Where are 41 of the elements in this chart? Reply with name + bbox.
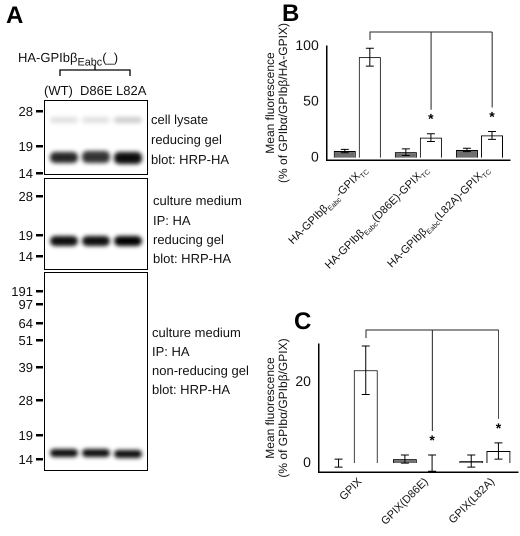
y-tick-label: 20	[295, 373, 312, 390]
text: culture medium	[152, 325, 241, 340]
annotation: *	[489, 108, 496, 124]
text: L82A	[116, 83, 146, 98]
annotation: *	[429, 432, 436, 448]
text: 28	[18, 393, 33, 408]
annotation: *	[428, 110, 434, 127]
y-tick-label: 100	[295, 36, 319, 53]
text: blot: HRP-HA	[151, 152, 230, 167]
text: 97	[18, 297, 33, 312]
text: reducing gel	[151, 132, 222, 147]
y-axis-title: Mean fluorescence (% of GPIbα/GPIbβ/GPIX)	[262, 338, 290, 478]
text: blot: HRP-HA	[152, 382, 230, 397]
text: 14	[18, 166, 33, 181]
text: non-reducing gel	[152, 363, 249, 378]
text: 28	[18, 189, 33, 204]
text: 51	[18, 333, 33, 348]
text: 64	[18, 316, 33, 331]
y-tick-label: 0	[303, 454, 312, 470]
text: 19	[18, 428, 33, 443]
chart-title: C	[294, 308, 312, 336]
text: 28	[18, 104, 33, 119]
text: (WT)	[44, 83, 73, 98]
text: IP: HA	[153, 213, 191, 228]
text: IP: HA	[152, 344, 190, 359]
text: cell lysate	[151, 112, 208, 127]
y-tick-label: 50	[303, 92, 319, 109]
text: 39	[18, 360, 33, 375]
text: A	[6, 2, 24, 30]
text: blot: HRP-HA	[153, 251, 232, 266]
y-tick-label: 0	[310, 148, 319, 165]
text: 191	[10, 284, 33, 299]
text: 19	[18, 228, 33, 243]
annotation: *	[496, 420, 502, 436]
text: culture medium	[153, 193, 242, 208]
text: HA-GPIbβ$_{Eabc}$(_)	[18, 50, 118, 71]
text: D86E	[80, 83, 113, 98]
text: 14	[18, 452, 33, 467]
text: 14	[18, 249, 33, 264]
text: reducing gel	[153, 232, 224, 247]
text: 19	[18, 139, 33, 154]
